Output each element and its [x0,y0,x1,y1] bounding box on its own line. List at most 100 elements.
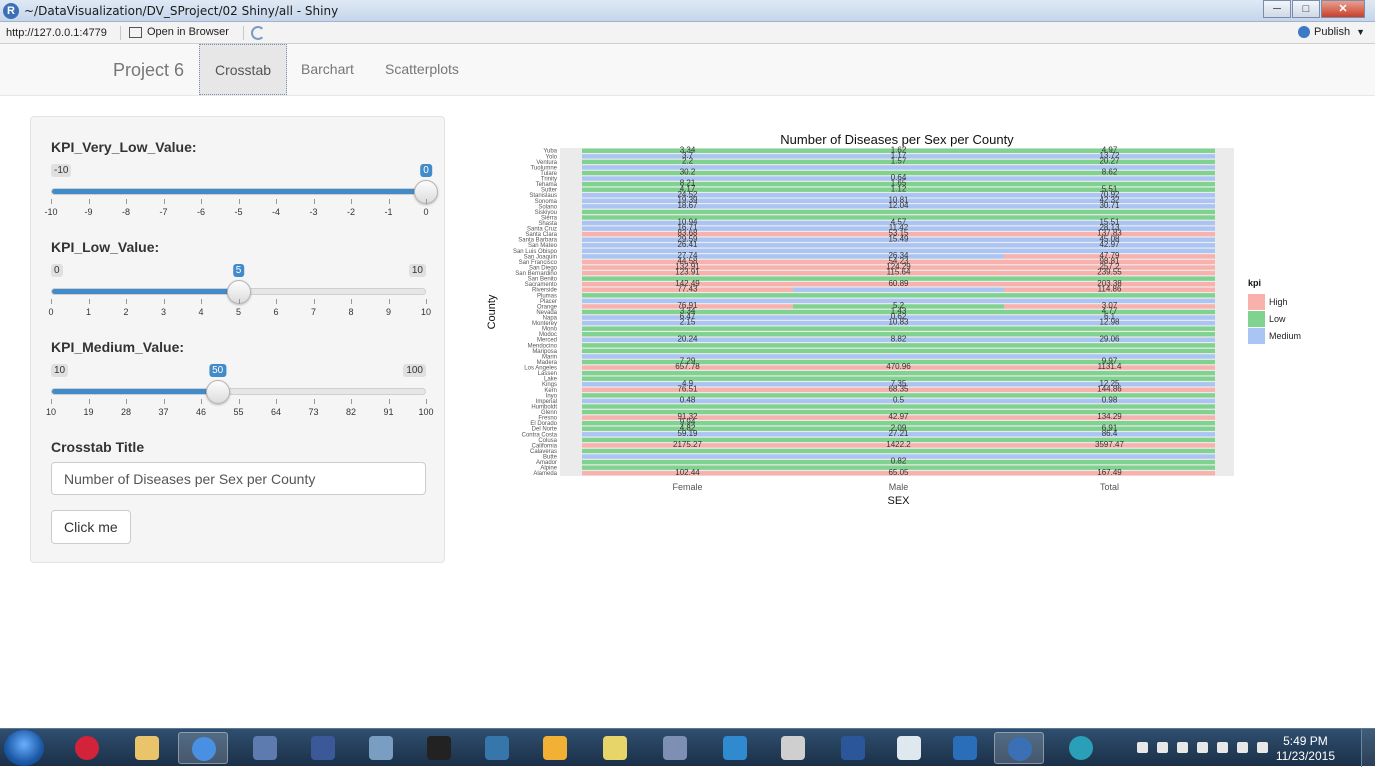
open-in-browser-button[interactable]: Open in Browser [129,26,229,38]
cell-label: 24.52 [677,190,698,199]
heatmap-cell [1004,370,1215,376]
heatmap-cell [582,471,793,476]
tray-icon[interactable] [1217,742,1228,753]
calculator-icon[interactable] [650,732,700,764]
heatmap-cell [793,393,1004,398]
heatmap-cell [1004,359,1215,365]
slider-value-badge: 0 [420,164,432,177]
cell-label: 77.43 [677,284,698,293]
slider-tick [276,399,277,404]
media-icon-glyph [723,736,747,760]
hdd-icon-glyph [253,736,277,760]
heatmap-cell [582,459,793,465]
heatmap-cell [793,165,1004,170]
heatmap-cell [793,309,1004,315]
slider-track[interactable] [51,388,426,395]
heatmap-cell [1004,471,1215,476]
folder-icon[interactable] [590,732,640,764]
slider-tick-label: 82 [345,407,357,417]
y-tick-label: Trinity [541,177,557,183]
word-icon[interactable] [828,732,878,764]
start-button[interactable] [4,730,44,766]
cell-label: 123.91 [675,268,700,277]
slider-handle[interactable] [205,380,230,404]
heatmap-cell [582,437,793,443]
heatmap-cell [793,176,1004,181]
slider-tick-label: 0 [423,207,429,217]
python-file-icon[interactable] [356,732,406,764]
slider-tick [313,199,315,204]
heatmap-cell [793,287,1004,292]
chrome-icon[interactable] [178,732,228,764]
slider-track[interactable] [51,188,427,195]
inkscape-icon[interactable] [940,732,990,764]
maximize-icon[interactable]: □ [1292,0,1320,18]
slider-tick [388,399,390,404]
cell-label: 3.34 [680,307,696,316]
python-icon[interactable] [472,732,522,764]
heatmap-cell [793,304,1004,309]
slider-tick-label: -8 [121,207,131,217]
refresh-icon[interactable] [251,26,265,40]
cell-label: 6.1 [1104,312,1116,321]
show-desktop-button[interactable] [1361,729,1375,767]
heatmap-cell [582,176,793,181]
cell-label: 1.65 [891,179,907,188]
heatmap-cell [1004,387,1215,393]
heatmap-cell [1004,437,1215,443]
heatmap-cell [582,282,793,287]
navbar-brand[interactable]: Project 6 [113,60,185,80]
slider-tick [126,199,127,204]
y-tick-label: Siskiyou [535,210,557,216]
heatmap-cell [1004,204,1215,209]
itunes-icon[interactable] [62,732,112,764]
settings-icon[interactable] [1056,732,1106,764]
slider-tick-label: -2 [346,207,356,217]
slider-label: KPI_Low_Value: [51,239,160,255]
tray-icon[interactable] [1157,742,1168,753]
heatmap-cell [793,437,1004,443]
heatmap-cell [1004,443,1215,448]
tray-icon[interactable] [1137,742,1148,753]
heatmap-cell [582,270,793,276]
tab-scatterplots[interactable]: Scatterplots [385,61,459,77]
heatmap-cell [1004,332,1215,337]
cell-label: 4.17 [680,184,696,193]
file-explorer-icon[interactable] [122,732,172,764]
tray-icon[interactable] [1177,742,1188,753]
terminal-icon[interactable] [414,732,464,764]
publish-button[interactable]: Publish ▼ [1298,26,1365,38]
cell-label: 15.49 [888,234,909,243]
clock[interactable]: 5:49 PM 11/23/2015 [1276,734,1335,764]
media-icon[interactable] [710,732,760,764]
tab-barchart[interactable]: Barchart [301,61,354,77]
kpi-low-slider-group: KPI_Low_Value: 0 10 5 0 1 2 3 4 5 6 7 8 9 10 [48,239,431,329]
heatmap-cell [1004,454,1215,459]
heatmap-cell [793,259,1004,265]
tray-icon[interactable] [1237,742,1248,753]
r-icon[interactable] [994,732,1044,764]
volume-icon[interactable] [1257,742,1268,753]
crosstab-title-input[interactable] [51,462,426,495]
heatmap-cell [582,421,793,426]
url-text: http://127.0.0.1:4779 [6,27,107,39]
heatmap-cell [582,231,793,237]
minimize-icon[interactable]: ─ [1263,0,1291,18]
tab-crosstab[interactable]: Crosstab [199,44,288,95]
hdd-icon[interactable] [240,732,290,764]
tray-icon[interactable] [1197,742,1208,753]
close-icon[interactable]: ✕ [1321,0,1365,18]
cell-label: 6.91 [1102,423,1118,432]
notes-icon[interactable] [768,732,818,764]
sql-icon[interactable] [298,732,348,764]
heatmap-cell [582,170,793,176]
x-tick-label: Male [889,482,909,492]
heatmap-cell [1004,254,1215,259]
click-me-button[interactable]: Click me [51,510,131,544]
r-app-icon: R [3,3,19,19]
slider-tick-label: 46 [195,407,207,417]
slider-min-badge: 0 [51,264,63,277]
sql-icon-glyph [311,736,335,760]
paint-icon[interactable] [530,732,580,764]
scanner-icon[interactable] [884,732,934,764]
